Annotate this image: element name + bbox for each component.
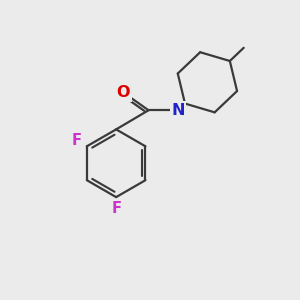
Text: F: F (111, 201, 121, 216)
Text: F: F (72, 133, 82, 148)
Text: N: N (171, 103, 185, 118)
Text: O: O (117, 85, 130, 100)
